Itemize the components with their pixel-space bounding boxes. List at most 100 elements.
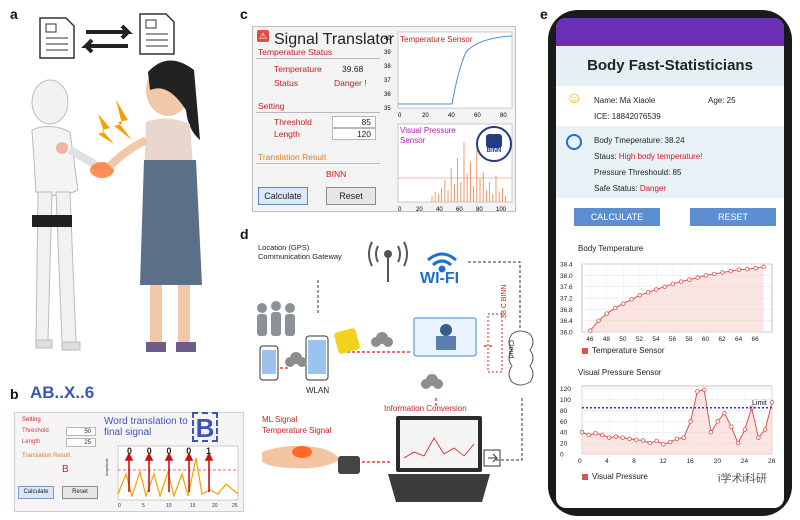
c-status-label: Status xyxy=(274,78,299,88)
c-temp-xtick-4: 80 xyxy=(500,113,507,119)
x-tick-label: 12 xyxy=(659,458,667,465)
data-point xyxy=(708,430,714,435)
y-tick-label: 38.0 xyxy=(560,273,573,280)
document-icon-left xyxy=(39,17,75,59)
cloud-small-icon-3 xyxy=(421,374,443,389)
c-temp-xtick-3: 60 xyxy=(474,113,481,119)
c-temp-xtick-2: 40 xyxy=(448,113,455,119)
x-tick-label: 60 xyxy=(702,336,710,343)
laptop-icon xyxy=(388,416,490,502)
y-tick-label: 38.4 xyxy=(560,262,573,269)
x-tick-label: 50 xyxy=(619,336,627,343)
binn-logo-icon: BINN xyxy=(476,126,512,162)
data-point xyxy=(756,435,761,440)
b-length-label: Length xyxy=(22,439,41,445)
reset-button[interactable]: RESET xyxy=(690,208,776,226)
wifi-icon xyxy=(427,252,457,273)
panel-label-b: b xyxy=(10,386,19,402)
x-tick-label: 24 xyxy=(741,458,749,465)
y-tick-label: 40 xyxy=(560,430,568,437)
c-temp-ytick-0: 40 xyxy=(384,36,391,42)
status-value: High body temperature! xyxy=(618,152,703,161)
c-temp-ytick-4: 36 xyxy=(384,92,391,98)
c-divider-2 xyxy=(256,112,380,113)
y-tick-label: 0 xyxy=(560,452,564,459)
b-length-input[interactable]: 25 xyxy=(66,438,96,447)
y-tick-label: 36.0 xyxy=(560,330,573,337)
data-point xyxy=(701,387,707,393)
data-point xyxy=(661,442,666,447)
x-tick-label: 8 xyxy=(632,458,636,465)
cloud-small-icon-2 xyxy=(371,332,393,347)
c-divider-1 xyxy=(256,58,380,59)
c-temp-xtick-0: 0 xyxy=(398,113,402,119)
c-temperature-chart: Temperature Sensor 40 39 38 37 36 35 0 2… xyxy=(384,31,513,119)
c-temperature-value: 39.68 xyxy=(342,64,364,74)
c-reset-button[interactable]: Reset xyxy=(326,187,376,205)
b-caption: Word translation to final signal xyxy=(104,416,188,438)
panel-label-e: e xyxy=(540,6,548,22)
b-reset-button[interactable]: Reset xyxy=(62,486,98,499)
visual-pressure-chart: 120 100 80 60 40 20 0 0 4 8 12 16 20 24 28 Limit xyxy=(560,385,776,465)
data-point xyxy=(720,270,725,275)
data-point xyxy=(753,266,758,271)
safe-status-line: Safe Status: Danger xyxy=(594,184,666,193)
data-point xyxy=(695,389,700,394)
cloud-label: Cloud xyxy=(507,340,514,359)
x-tick-label: 28 xyxy=(768,458,776,465)
c-threshold-input[interactable]: 85 xyxy=(332,116,376,128)
c-calculate-button[interactable]: Calculate xyxy=(258,187,308,205)
b-threshold-input[interactable]: 50 xyxy=(66,427,96,436)
handshake-illustration xyxy=(31,13,202,352)
y-tick-label: 100 xyxy=(560,397,571,404)
patient-age: Age: 25 xyxy=(708,96,736,105)
document-icon-right xyxy=(139,13,175,55)
antenna-icon xyxy=(368,241,408,282)
c-divider-3 xyxy=(256,163,380,164)
x-tick-label: 58 xyxy=(685,336,693,343)
chart1-legend-label: Temperature Sensor xyxy=(592,346,665,355)
phone-left-icon xyxy=(259,345,279,381)
data-point xyxy=(629,297,634,302)
data-point xyxy=(711,271,717,277)
data-point xyxy=(769,400,775,405)
c-press-xtick-5: 100 xyxy=(496,207,507,213)
x-tick-label: 62 xyxy=(718,336,726,343)
b-xtick-5: 25 xyxy=(232,503,238,509)
c-pressure-title-2: Sensor xyxy=(400,136,426,145)
data-point xyxy=(640,438,646,443)
b-calculate-button[interactable]: Calculate xyxy=(18,486,54,499)
data-point xyxy=(729,424,734,429)
hand-sensor-icon xyxy=(262,445,360,474)
b-bit-0: 0 xyxy=(127,446,133,456)
x-tick-label: 64 xyxy=(735,336,743,343)
vertical-value-box xyxy=(487,313,503,373)
panel-label-d: d xyxy=(240,226,249,242)
c-temp-xtick-1: 20 xyxy=(422,113,429,119)
swap-arrows-icon xyxy=(81,24,133,54)
x-tick-label: 54 xyxy=(652,336,660,343)
data-point xyxy=(627,436,632,441)
phone-right-icon xyxy=(305,335,329,381)
doctor-monitor-icon xyxy=(413,317,477,357)
data-point xyxy=(645,290,651,295)
signal-icon xyxy=(566,134,582,150)
calculate-button[interactable]: CALCULATE xyxy=(574,208,660,226)
status-prefix: Staus: xyxy=(594,152,619,161)
b-bit-2: 0 xyxy=(166,446,172,456)
c-result-header: Translation Result xyxy=(258,152,327,162)
chart2-legend-label: Visual Pressure xyxy=(592,472,648,481)
x-tick-label: 48 xyxy=(603,336,611,343)
ml-label-line2: Temperature Signal xyxy=(262,426,332,435)
data-point xyxy=(745,266,750,272)
data-point xyxy=(654,438,659,444)
c-temp-ytick-1: 39 xyxy=(384,50,391,56)
x-tick-label: 56 xyxy=(669,336,677,343)
chart2-legend-swatch xyxy=(582,474,588,480)
x-tick-label: 16 xyxy=(687,458,695,465)
data-point xyxy=(728,268,733,274)
body-temperature-chart: 38.4 38.0 37.6 37.2 36.8 36.4 36.0 46 48 50 52 54 56… xyxy=(560,262,773,343)
people-group-icon xyxy=(257,301,295,336)
c-length-input[interactable]: 120 xyxy=(332,128,376,140)
c-binn-badge-text: BINN xyxy=(486,148,502,154)
